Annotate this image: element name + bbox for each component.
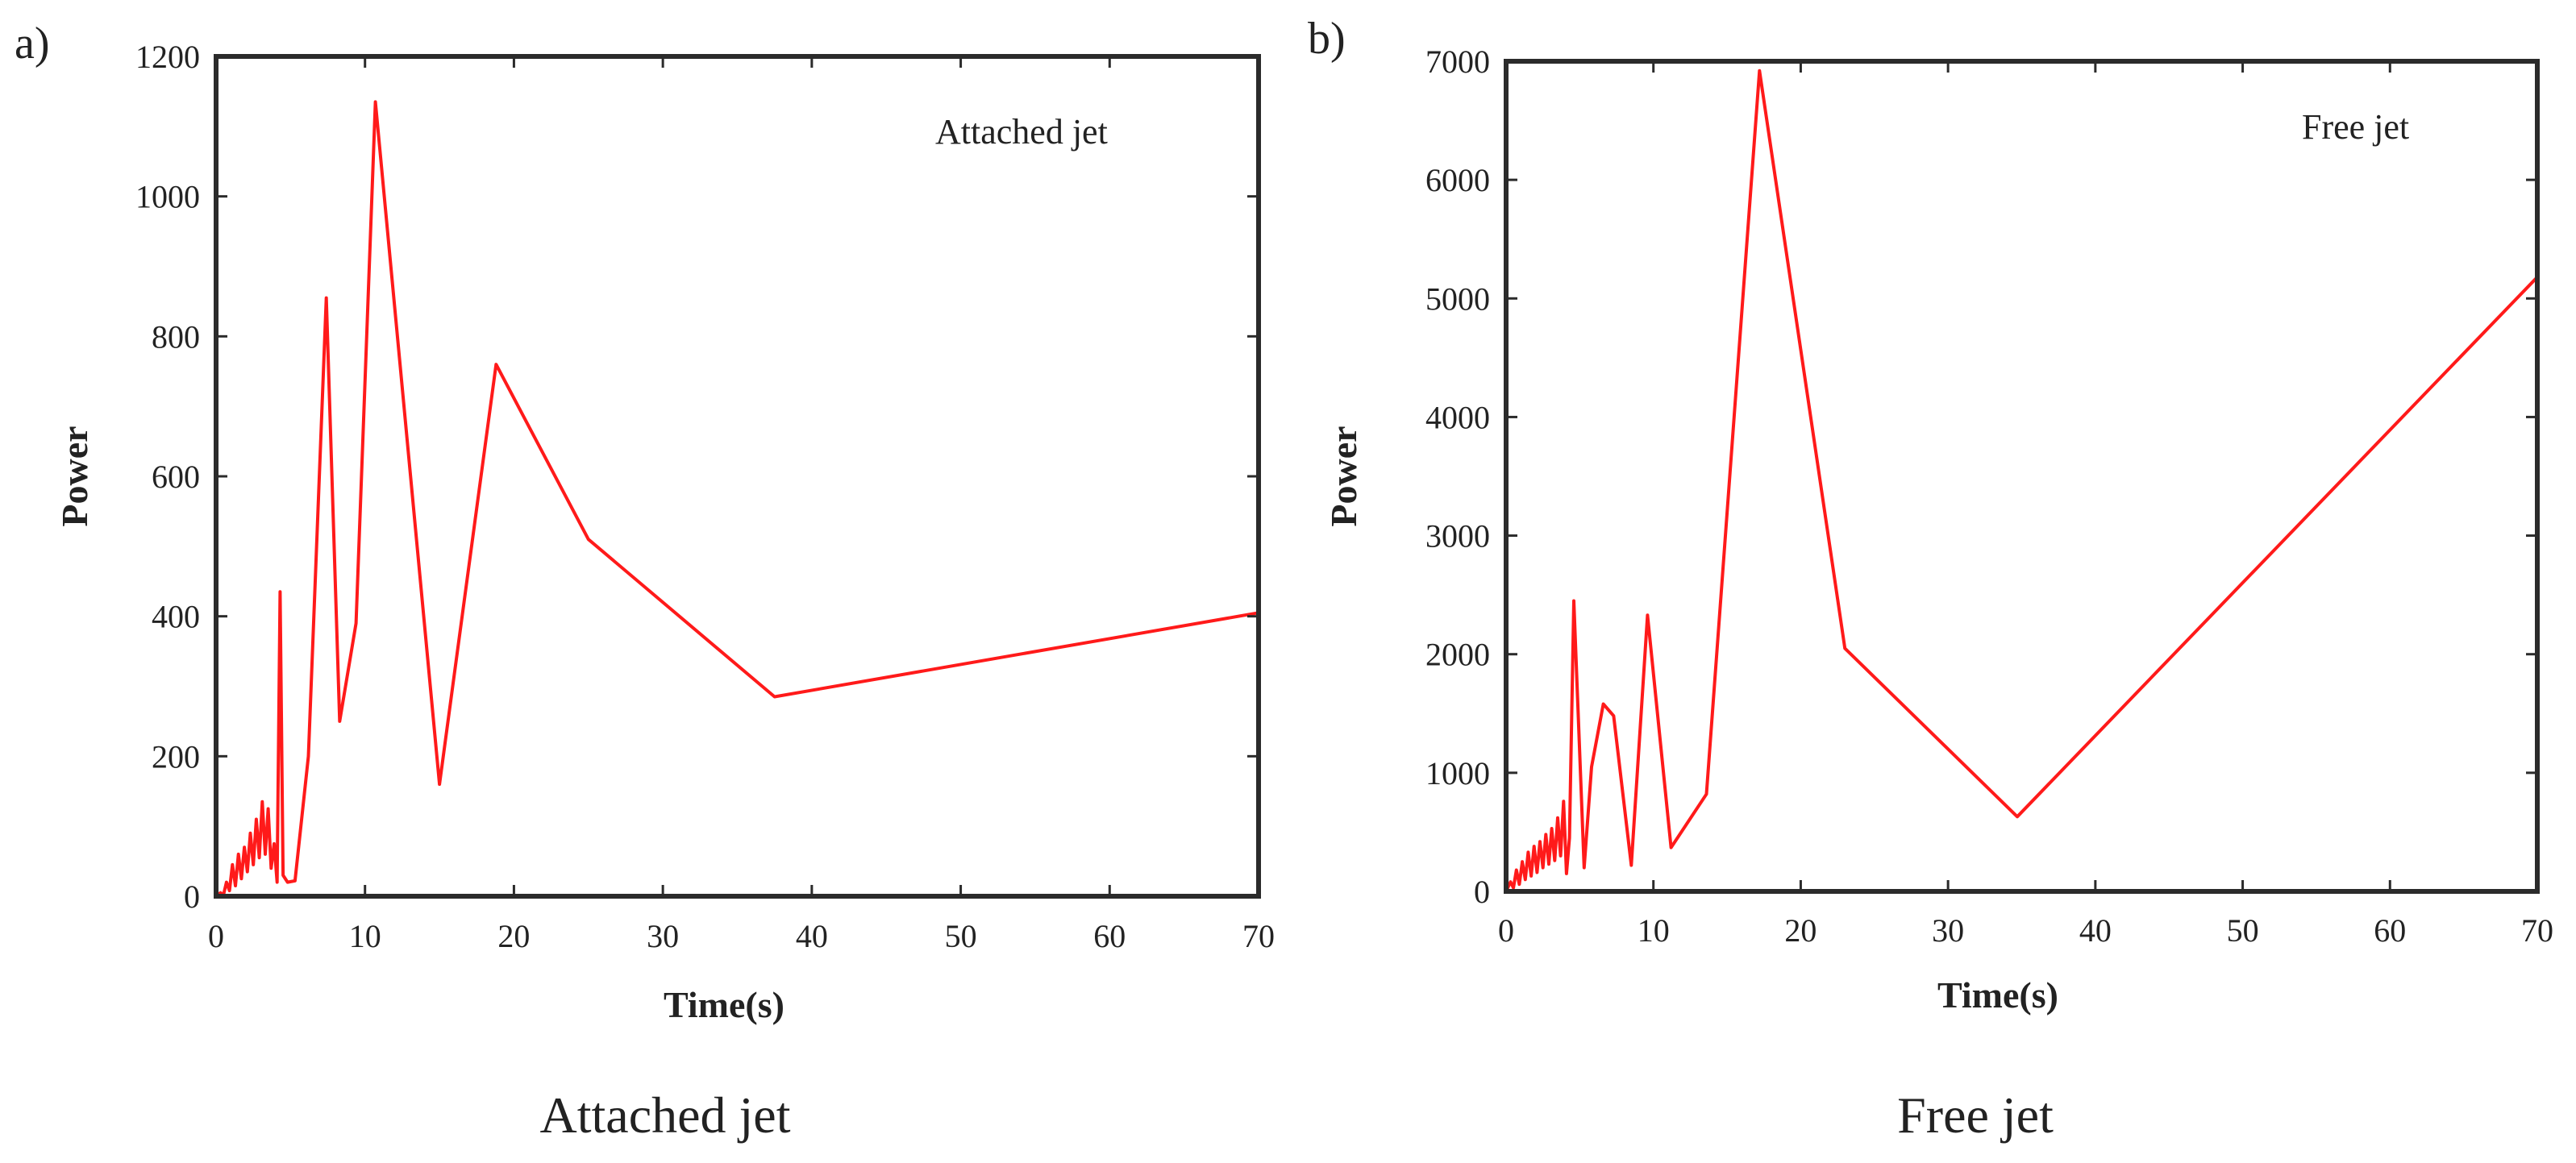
y-tick-label: 1200 <box>135 39 200 75</box>
plot-area-attached-jet <box>214 100 1259 898</box>
y-axis-ticks-free-jet: 0 1000 2000 3000 4000 5000 6000 7000 <box>1425 44 2537 910</box>
y-axis-ticks-attached-jet: 0 200 400 600 800 1000 1200 <box>135 39 1259 915</box>
chart-attached-jet: a) 0 200 400 600 800 1000 1200 0 10 20 30 40 50 60 70… <box>15 19 1275 1144</box>
x-tick-label: 70 <box>1242 918 1275 954</box>
series-line-attached-jet <box>214 100 1259 898</box>
x-tick-label: 10 <box>1638 912 1670 949</box>
y-tick-label: 1000 <box>1425 755 1490 791</box>
x-tick-label: 60 <box>2374 912 2406 949</box>
x-tick-label: 50 <box>945 918 977 954</box>
x-tick-label: 30 <box>1932 912 1964 949</box>
x-tick-label: 70 <box>2521 912 2553 949</box>
y-tick-label: 800 <box>152 318 200 355</box>
panel-letter-b: b) <box>1308 14 1346 64</box>
x-axis-ticks-free-jet: 0 10 20 30 40 50 60 70 <box>1498 61 2553 949</box>
x-tick-label: 0 <box>1498 912 1514 949</box>
legend-free-jet: Free jet <box>2302 107 2409 147</box>
x-axis-label-free-jet: Time(s) <box>1937 974 2058 1016</box>
x-tick-label: 40 <box>2079 912 2112 949</box>
x-axis-label-attached-jet: Time(s) <box>664 984 784 1025</box>
y-tick-label: 0 <box>184 878 200 915</box>
series-line-free-jet <box>1504 69 2539 892</box>
x-tick-label: 20 <box>1784 912 1817 949</box>
y-tick-label: 1000 <box>135 179 200 215</box>
caption-free-jet: Free jet <box>1897 1086 2054 1144</box>
y-axis-label-free-jet: Power <box>1323 426 1364 526</box>
x-tick-label: 20 <box>497 918 530 954</box>
plot-area-free-jet <box>1504 69 2539 892</box>
x-tick-label: 40 <box>796 918 828 954</box>
y-axis-label-attached-jet: Power <box>54 426 95 526</box>
legend-attached-jet: Attached jet <box>935 112 1108 152</box>
y-tick-label: 6000 <box>1425 162 1490 198</box>
y-tick-label: 3000 <box>1425 518 1490 555</box>
caption-attached-jet: Attached jet <box>540 1086 791 1144</box>
x-tick-label: 30 <box>647 918 679 954</box>
x-tick-label: 60 <box>1093 918 1126 954</box>
x-tick-label: 50 <box>2227 912 2259 949</box>
y-tick-label: 400 <box>152 599 200 635</box>
y-tick-label: 600 <box>152 459 200 495</box>
y-tick-label: 0 <box>1474 874 1490 910</box>
y-tick-label: 7000 <box>1425 44 1490 80</box>
x-axis-ticks-attached-jet: 0 10 20 30 40 50 60 70 <box>208 56 1275 954</box>
plot-frame-free-jet <box>1504 59 2540 894</box>
x-tick-label: 10 <box>349 918 381 954</box>
y-tick-label: 4000 <box>1425 399 1490 435</box>
x-tick-label: 0 <box>208 918 224 954</box>
y-tick-label: 200 <box>152 738 200 775</box>
y-tick-label: 2000 <box>1425 637 1490 673</box>
chart-free-jet: b) 0 1000 2000 3000 4000 5000 6000 7000 0 10 20 30… <box>1308 14 2553 1144</box>
panel-letter-a: a) <box>15 19 50 69</box>
y-tick-label: 5000 <box>1425 280 1490 317</box>
